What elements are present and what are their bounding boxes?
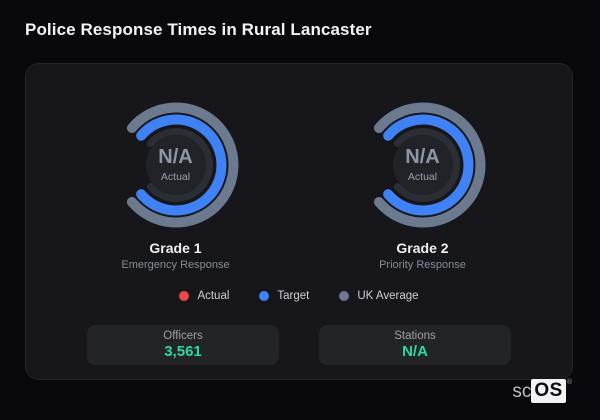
scos-logo-prefix: sc (512, 381, 532, 402)
grade-2-ring-gauge: N/A Actual (358, 100, 488, 230)
officers-label: Officers (163, 329, 203, 342)
legend-item-uk-average[interactable]: UK Average (339, 290, 419, 303)
grade-2-title: Grade 2 (396, 240, 449, 256)
grade-1-subtitle: Emergency Response (121, 259, 230, 272)
target-legend-dot-icon (259, 291, 270, 302)
uk-average-legend-dot-icon (339, 291, 350, 302)
legend-label: Target (277, 290, 310, 303)
stations-label: Stations (394, 329, 436, 342)
response-times-card: N/A Actual Grade 1 Emergency Response N/… (25, 63, 573, 380)
officers-stat-box: Officers 3,561 (87, 325, 279, 366)
page-title: Police Response Times in Rural Lancaster (25, 20, 372, 39)
stats-row: Officers 3,561 Stations N/A (26, 325, 572, 366)
stations-value: N/A (402, 343, 428, 360)
stations-stat-box: Stations N/A (319, 325, 511, 366)
grade-2-subtitle: Priority Response (379, 259, 466, 272)
officers-value: 3,561 (164, 343, 202, 360)
legend-item-actual[interactable]: Actual (179, 290, 229, 302)
legend-item-target[interactable]: Target (259, 290, 309, 302)
gauge-grade-2: N/A Actual Grade 2 Priority Response (299, 100, 546, 271)
actual-legend-dot-icon (179, 291, 190, 302)
legend-label: UK Average (357, 290, 419, 303)
registered-mark: ® (566, 379, 572, 386)
chart-legend: Actual Target UK Average (26, 290, 572, 302)
grade-1-title: Grade 1 (149, 240, 202, 256)
scos-logo-suffix: OS (531, 379, 566, 403)
gauges-row: N/A Actual Grade 1 Emergency Response N/… (26, 100, 572, 271)
gauge-grade-1: N/A Actual Grade 1 Emergency Response (52, 100, 299, 271)
grade-1-ring-gauge: N/A Actual (111, 100, 241, 230)
scos-logo: sc OS ® (512, 379, 572, 403)
legend-label: Actual (197, 290, 230, 303)
